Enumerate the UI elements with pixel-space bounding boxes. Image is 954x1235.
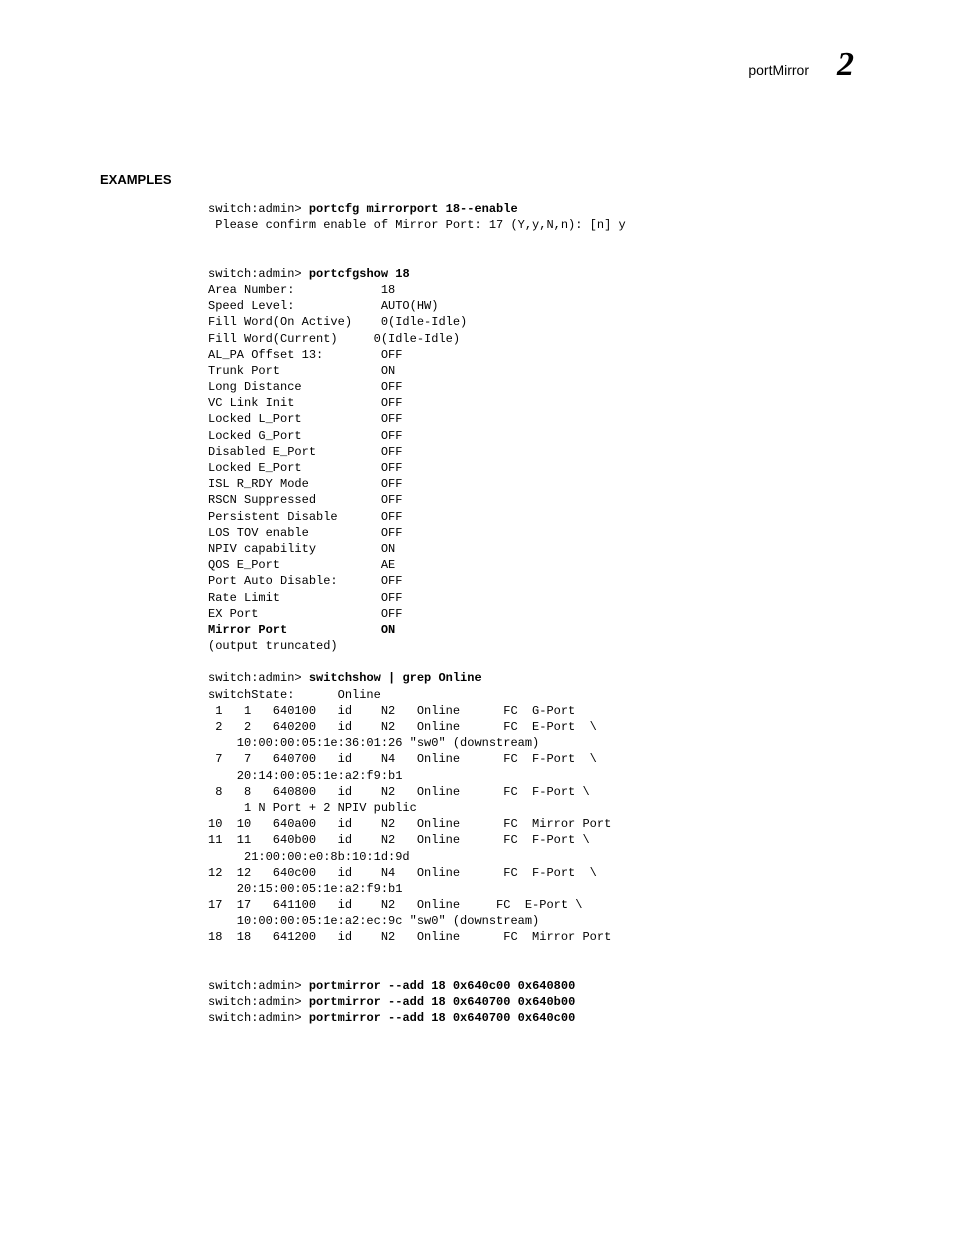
mirror-port-row: Mirror Port ON bbox=[208, 623, 395, 637]
prompt: switch:admin> bbox=[208, 1011, 309, 1025]
cfg-row: Locked G_Port OFF bbox=[208, 429, 402, 443]
switch-row: 12 12 640c00 id N4 Online FC F-Port \ bbox=[208, 866, 597, 880]
page-header: portMirror 2 bbox=[100, 48, 854, 82]
switch-row: 1 1 640100 id N2 Online FC G-Port bbox=[208, 704, 575, 718]
switch-row: 7 7 640700 id N4 Online FC F-Port \ bbox=[208, 752, 597, 766]
cfg-row: EX Port OFF bbox=[208, 607, 402, 621]
switch-row: 17 17 641100 id N2 Online FC E-Port \ bbox=[208, 898, 582, 912]
command: portmirror --add 18 0x640700 0x640c00 bbox=[309, 1011, 575, 1025]
command: portcfgshow 18 bbox=[309, 267, 410, 281]
command: portcfg mirrorport 18--enable bbox=[309, 202, 518, 216]
cfg-row: RSCN Suppressed OFF bbox=[208, 493, 402, 507]
command: portmirror --add 18 0x640700 0x640b00 bbox=[309, 995, 575, 1009]
cfg-row: Speed Level: AUTO(HW) bbox=[208, 299, 438, 313]
switch-row: 10:00:00:05:1e:a2:ec:9c "sw0" (downstrea… bbox=[208, 914, 539, 928]
prompt: switch:admin> bbox=[208, 671, 309, 685]
prompt: switch:admin> bbox=[208, 979, 309, 993]
header-title: portMirror bbox=[748, 62, 809, 78]
cfg-row: Area Number: 18 bbox=[208, 283, 395, 297]
switch-row: 11 11 640b00 id N2 Online FC F-Port \ bbox=[208, 833, 590, 847]
prompt: switch:admin> bbox=[208, 995, 309, 1009]
cfg-row: Trunk Port ON bbox=[208, 364, 395, 378]
command: portmirror --add 18 0x640c00 0x640800 bbox=[309, 979, 575, 993]
switch-row: 10 10 640a00 id N2 Online FC Mirror Port bbox=[208, 817, 611, 831]
switch-row: 20:14:00:05:1e:a2:f9:b1 bbox=[208, 769, 402, 783]
header-chapter: 2 bbox=[837, 48, 854, 82]
cfg-row: Fill Word(Current) 0(Idle-Idle) bbox=[208, 332, 460, 346]
cfg-row: LOS TOV enable OFF bbox=[208, 526, 402, 540]
cfg-row: VC Link Init OFF bbox=[208, 396, 402, 410]
prompt: switch:admin> bbox=[208, 202, 309, 216]
switch-row: 2 2 640200 id N2 Online FC E-Port \ bbox=[208, 720, 597, 734]
confirm-line: Please confirm enable of Mirror Port: 17… bbox=[208, 218, 626, 232]
section-heading: EXAMPLES bbox=[100, 172, 854, 187]
cfg-row: Rate Limit OFF bbox=[208, 591, 402, 605]
cfg-row: NPIV capability ON bbox=[208, 542, 395, 556]
switch-row: 8 8 640800 id N2 Online FC F-Port \ bbox=[208, 785, 590, 799]
cfg-row: ISL R_RDY Mode OFF bbox=[208, 477, 402, 491]
cfg-row: Locked L_Port OFF bbox=[208, 412, 402, 426]
switch-row: 10:00:00:05:1e:36:01:26 "sw0" (downstrea… bbox=[208, 736, 539, 750]
command: switchshow | grep Online bbox=[309, 671, 482, 685]
prompt: switch:admin> bbox=[208, 267, 309, 281]
switch-row: 20:15:00:05:1e:a2:f9:b1 bbox=[208, 882, 402, 896]
truncated-note: (output truncated) bbox=[208, 639, 338, 653]
cfg-row: AL_PA Offset 13: OFF bbox=[208, 348, 402, 362]
cfg-row: Fill Word(On Active) 0(Idle-Idle) bbox=[208, 315, 467, 329]
cfg-row: Disabled E_Port OFF bbox=[208, 445, 402, 459]
cfg-row: Persistent Disable OFF bbox=[208, 510, 402, 524]
cfg-row: Locked E_Port OFF bbox=[208, 461, 402, 475]
switch-row: switchState: Online bbox=[208, 688, 381, 702]
cfg-row: Port Auto Disable: OFF bbox=[208, 574, 402, 588]
switch-row: 1 N Port + 2 NPIV public bbox=[208, 801, 417, 815]
cfg-row: Long Distance OFF bbox=[208, 380, 402, 394]
switch-row: 18 18 641200 id N2 Online FC Mirror Port bbox=[208, 930, 611, 944]
switch-row: 21:00:00:e0:8b:10:1d:9d bbox=[208, 850, 410, 864]
cfg-row: QOS E_Port AE bbox=[208, 558, 395, 572]
terminal-block-1: switch:admin> portcfg mirrorport 18--ena… bbox=[208, 201, 854, 1027]
